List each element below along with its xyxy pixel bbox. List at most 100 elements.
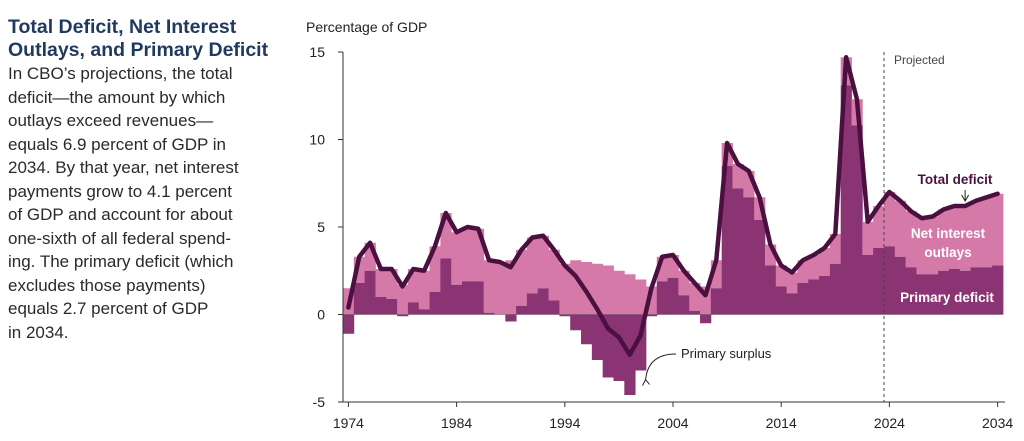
primary-deficit-bar-1977 xyxy=(375,297,387,315)
x-tick-label: 1984 xyxy=(441,415,472,431)
primary-deficit-bar-2025 xyxy=(894,256,907,315)
primary-deficit-bar-2011 xyxy=(743,197,755,315)
primary-deficit-bar-2031 xyxy=(959,270,971,315)
primary-deficit-bar-2028 xyxy=(927,274,939,315)
primary-deficit-bar-1983 xyxy=(440,258,452,315)
net-interest-bar-1988 xyxy=(494,262,506,315)
x-tick-label: 2034 xyxy=(982,415,1013,431)
net-interest-bar-2016 xyxy=(797,260,809,283)
net-interest-bar-2012 xyxy=(754,197,766,220)
primary-deficit-bar-1987 xyxy=(483,312,495,315)
panel-title: Total Deficit, Net Interest Outlays, and… xyxy=(8,16,298,62)
primary-deficit-bar-2010 xyxy=(732,188,744,315)
primary-deficit-bar-1998 xyxy=(602,314,614,378)
net-interest-bar-1985 xyxy=(462,227,474,282)
net-interest-bar-1980 xyxy=(407,269,420,303)
x-tick-label: 1994 xyxy=(549,415,580,431)
primary-deficit-bar-1985 xyxy=(462,281,474,315)
primary-deficit-bar-1986 xyxy=(472,281,485,315)
net-interest-bar-1978 xyxy=(386,269,398,299)
primary-deficit-bar-2003 xyxy=(656,281,668,315)
primary-deficit-bar-1979 xyxy=(397,314,409,317)
primary-deficit-bar-2026 xyxy=(905,267,917,315)
net-interest-bar-1992 xyxy=(537,235,549,289)
net-interest-bar-2033 xyxy=(981,197,993,268)
primary-deficit-bar-1974 xyxy=(343,314,355,334)
total-deficit-arrow-icon xyxy=(961,190,970,202)
primary-deficit-bar-2033 xyxy=(981,267,993,315)
net-interest-bar-2024 xyxy=(883,192,896,247)
x-tick-label: 2024 xyxy=(874,415,905,431)
description-panel: Total Deficit, Net Interest Outlays, and… xyxy=(8,16,298,344)
y-tick-label: 5 xyxy=(317,219,325,235)
primary-deficit-bar-2013 xyxy=(764,265,777,315)
primary-deficit-bar-2006 xyxy=(689,311,701,315)
primary-deficit-bar-1975 xyxy=(353,283,366,315)
y-axis-title: Percentage of GDP xyxy=(306,19,427,35)
net-interest-bar-2011 xyxy=(743,171,755,198)
primary-deficit-bar-2008 xyxy=(710,288,723,315)
net-interest-bar-1984 xyxy=(451,232,463,285)
net-interest-bar-1997 xyxy=(591,263,604,315)
primary-deficit-bar-2012 xyxy=(754,220,766,315)
x-ticks: 1974 1984 1994 2004 2014 2024 2034 xyxy=(333,402,1013,431)
net-interest-bar-1983 xyxy=(440,213,452,259)
bar-layer xyxy=(343,57,1004,395)
primary-deficit-bar-2027 xyxy=(916,274,928,315)
net-interest-label-line1: Net interest xyxy=(911,226,986,241)
net-interest-bar-2013 xyxy=(764,244,777,266)
primary-deficit-bar-1992 xyxy=(537,288,549,315)
net-interest-bar-1979 xyxy=(397,284,409,315)
total-deficit-line xyxy=(346,55,1000,357)
net-interest-bar-1981 xyxy=(418,270,430,310)
net-interest-bar-2005 xyxy=(678,270,690,296)
y-tick-label: -5 xyxy=(313,394,326,410)
net-interest-bar-2026 xyxy=(905,211,917,268)
primary-deficit-bar-2015 xyxy=(786,293,798,315)
primary-deficit-bar-2007 xyxy=(700,314,712,324)
primary-deficit-bar-1982 xyxy=(429,291,441,315)
primary-deficit-bar-2018 xyxy=(819,276,831,315)
primary-deficit-bar-1996 xyxy=(581,314,593,345)
primary-deficit-bar-2023 xyxy=(873,248,885,315)
primary-deficit-bar-2024 xyxy=(883,246,896,315)
y-tick-label: 10 xyxy=(309,132,325,148)
primary-deficit-bar-2004 xyxy=(667,277,679,315)
panel-body-text: In CBO’s projections, the total deficit—… xyxy=(8,64,239,342)
net-interest-bar-1982 xyxy=(429,246,441,292)
primary-deficit-bar-2001 xyxy=(635,314,647,371)
net-interest-bar-2008 xyxy=(710,260,723,289)
net-interest-bar-2004 xyxy=(667,255,679,278)
net-interest-bar-1975 xyxy=(353,256,366,283)
primary-deficit-bar-1990 xyxy=(516,305,528,315)
net-interest-bar-2010 xyxy=(732,164,744,189)
net-interest-bar-1976 xyxy=(364,242,376,271)
panel-title-line2: Outlays, and Primary Deficit xyxy=(8,39,269,61)
primary-deficit-bar-2016 xyxy=(797,283,809,315)
net-interest-bar-2025 xyxy=(894,200,907,257)
net-interest-bar-1987 xyxy=(483,260,495,313)
primary-deficit-bar-2005 xyxy=(678,295,690,315)
primary-deficit-bar-2002 xyxy=(645,314,658,317)
net-interest-bar-1991 xyxy=(526,237,539,294)
primary-deficit-bar-2020 xyxy=(840,85,852,315)
primary-deficit-bar-2017 xyxy=(808,279,820,315)
primary-deficit-bar-2032 xyxy=(970,267,982,315)
primary-deficit-bar-2009 xyxy=(721,165,733,315)
y-tick-label: 0 xyxy=(317,307,325,323)
primary-deficit-label: Primary deficit xyxy=(900,290,994,305)
y-tick-label: 15 xyxy=(309,44,325,60)
net-interest-bar-1995 xyxy=(570,260,582,315)
net-interest-bar-2000 xyxy=(624,274,636,315)
net-interest-bar-2019 xyxy=(829,234,842,264)
net-interest-bar-1994 xyxy=(559,263,571,315)
y-ticks: -5 0 5 10 15 xyxy=(309,44,343,410)
primary-deficit-bar-1989 xyxy=(505,314,517,322)
primary-deficit-bar-2021 xyxy=(851,125,863,315)
primary-deficit-bar-2014 xyxy=(775,286,788,315)
net-interest-bar-1977 xyxy=(375,269,387,297)
net-interest-bar-1993 xyxy=(548,249,560,301)
primary-deficit-bar-1976 xyxy=(364,270,376,315)
primary-deficit-bar-1999 xyxy=(613,314,625,381)
